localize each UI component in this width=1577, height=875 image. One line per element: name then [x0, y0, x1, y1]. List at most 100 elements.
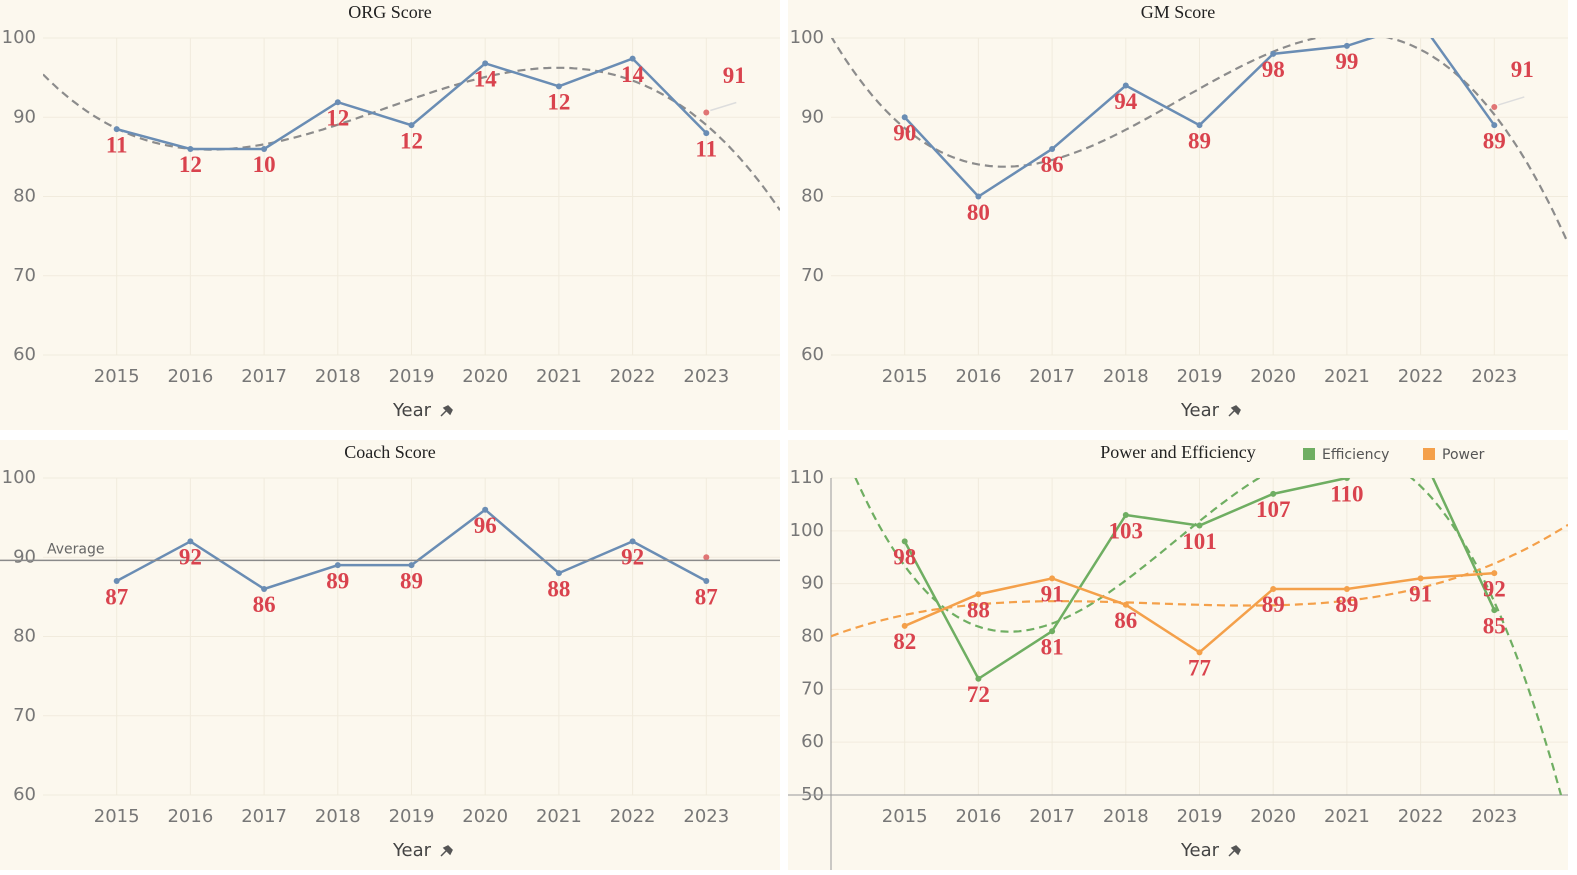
panel-background: [788, 440, 1568, 870]
x-tick-label: 2020: [462, 806, 508, 827]
point: [1417, 575, 1424, 582]
legend-swatch: [1303, 448, 1315, 460]
data-label: 14: [621, 62, 645, 87]
point: [113, 578, 120, 585]
x-tick-label: 2020: [1250, 806, 1296, 827]
highlight-label: 91: [1511, 57, 1534, 82]
reference-label: Average: [47, 541, 105, 557]
x-tick-label: 2015: [882, 366, 928, 387]
y-tick-label: 100: [790, 27, 824, 48]
data-label: 12: [326, 105, 349, 130]
point: [334, 562, 341, 569]
data-label: 80: [967, 200, 990, 225]
point: [901, 538, 908, 545]
point: [1491, 122, 1498, 129]
x-tick-label: 2018: [315, 806, 361, 827]
data-label: 101: [1182, 529, 1217, 554]
trend-line: [43, 66, 780, 211]
legend-label: Efficiency: [1322, 447, 1389, 463]
x-tick-label: 2021: [1324, 806, 1370, 827]
y-tick-label: 70: [801, 265, 824, 286]
data-label: 89: [326, 568, 349, 593]
panel-background: [0, 440, 780, 870]
data-label: 89: [400, 568, 423, 593]
data-label: 87: [695, 584, 718, 609]
x-tick-label: 2017: [241, 366, 287, 387]
highlight-point: [703, 554, 710, 561]
trend-line: [831, 38, 1568, 244]
data-label: 87: [105, 584, 128, 609]
data-label: 94: [1114, 89, 1138, 114]
x-tick-label: 2016: [167, 366, 213, 387]
point: [113, 126, 120, 133]
point: [703, 130, 710, 137]
trend-line: [854, 478, 1563, 795]
y-tick-label: 90: [13, 106, 36, 127]
point: [482, 60, 489, 67]
chart-panel: Power and Efficiency50607080901001102015…: [788, 440, 1568, 870]
data-label: 89: [1188, 128, 1211, 153]
y-tick-label: 60: [801, 731, 824, 752]
data-label: 85: [1483, 613, 1506, 638]
data-label: 107: [1256, 497, 1291, 522]
plot-area: [43, 55, 780, 211]
data-label: 77: [1188, 656, 1211, 681]
data-label: 72: [967, 682, 990, 707]
point: [1270, 585, 1277, 592]
x-tick-label: 2019: [389, 366, 435, 387]
data-label: 86: [1041, 152, 1064, 177]
point: [629, 55, 636, 62]
y-tick-label: 80: [13, 626, 36, 647]
data-label: 11: [695, 136, 717, 161]
pin-icon: [440, 405, 453, 417]
point: [1343, 585, 1350, 592]
data-label: 103: [1109, 518, 1144, 543]
x-tick-label: 2019: [389, 806, 435, 827]
x-tick-label: 2016: [955, 366, 1001, 387]
plot-area: [113, 506, 710, 592]
data-label: 96: [474, 513, 497, 538]
chart-panel: GM Score 60 70 80 90 100 2015 2016 2017 2018 2019 2…: [788, 0, 1568, 430]
x-tick-label: 2018: [1103, 806, 1149, 827]
y-tick-label: 100: [790, 520, 824, 541]
data-label: 89: [1335, 592, 1358, 617]
x-tick-label: 2015: [882, 806, 928, 827]
y-tick-label: 80: [801, 626, 824, 647]
point: [1049, 628, 1056, 635]
highlight-label: 91: [723, 63, 746, 88]
y-tick-label: 80: [801, 186, 824, 207]
x-tick-label: 2016: [955, 806, 1001, 827]
point: [1270, 490, 1277, 497]
point: [1491, 607, 1498, 614]
point: [703, 578, 710, 585]
y-tick-label: 90: [13, 546, 36, 567]
point: [1343, 42, 1350, 49]
data-label: 12: [400, 128, 423, 153]
x-tick-label: 2022: [1398, 366, 1444, 387]
point: [975, 193, 982, 200]
y-tick-label: 90: [801, 106, 824, 127]
point: [1049, 575, 1056, 582]
highlight-point: [703, 109, 710, 116]
x-tick-label: 2022: [610, 806, 656, 827]
x-tick-label: 2018: [315, 366, 361, 387]
y-tick-label: 60: [13, 344, 36, 365]
point: [408, 562, 415, 569]
x-tick-label: 2017: [1029, 366, 1075, 387]
y-tick-label: 60: [13, 784, 36, 805]
data-label: 92: [179, 545, 202, 570]
highlight-point: [1491, 103, 1498, 110]
data-label: 88: [967, 598, 990, 623]
x-axis-title: Year: [392, 840, 432, 861]
data-label: 110: [1330, 481, 1363, 506]
x-tick-label: 2019: [1177, 806, 1223, 827]
x-tick-label: 2016: [167, 806, 213, 827]
x-tick-label: 2017: [241, 806, 287, 827]
data-label: 12: [547, 90, 570, 115]
legend-label: Power: [1442, 447, 1485, 463]
chart-title: GM Score: [1141, 2, 1216, 22]
plot-area: [831, 38, 1568, 244]
data-label: 89: [1483, 128, 1506, 153]
point: [482, 506, 489, 513]
point: [261, 585, 268, 592]
